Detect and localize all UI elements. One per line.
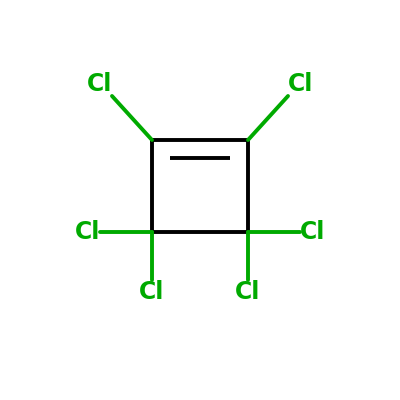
Text: Cl: Cl <box>87 72 112 96</box>
Text: Cl: Cl <box>235 280 261 304</box>
Text: Cl: Cl <box>75 220 100 244</box>
Text: Cl: Cl <box>139 280 165 304</box>
Text: Cl: Cl <box>288 72 313 96</box>
Text: Cl: Cl <box>300 220 325 244</box>
